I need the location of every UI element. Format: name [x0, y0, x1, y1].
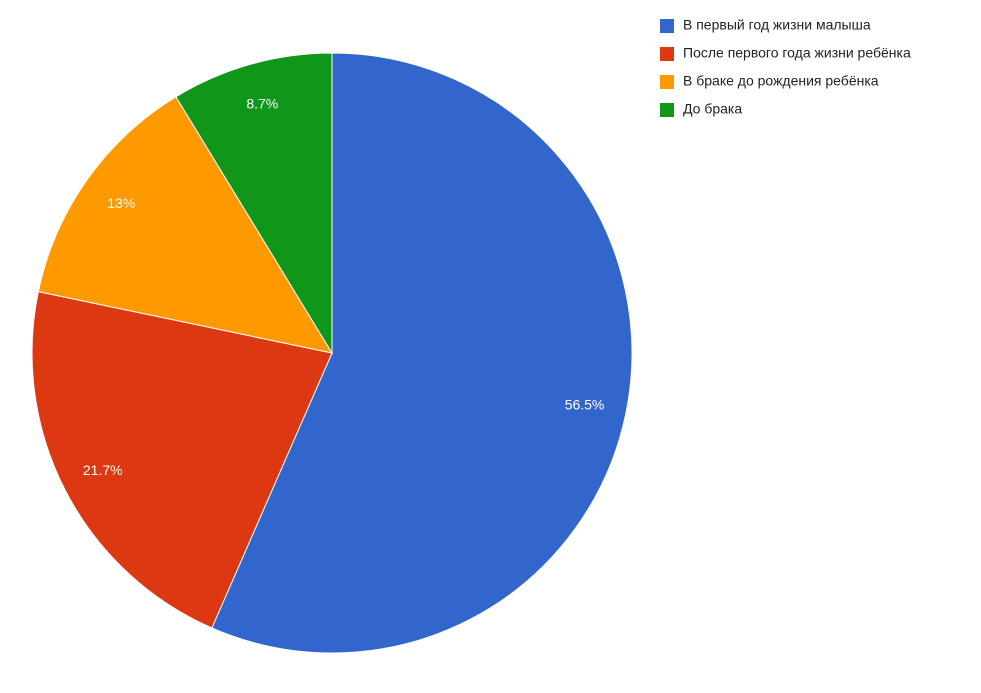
legend-label: До брака — [683, 101, 742, 117]
slice-label: 21.7% — [83, 462, 123, 478]
slice-label: 8.7% — [246, 95, 278, 111]
pie-slice — [31, 291, 333, 629]
legend-label: После первого года жизни ребёнка — [683, 45, 911, 61]
legend-label: В первый год жизни малыша — [683, 17, 871, 33]
legend-swatch — [660, 75, 674, 89]
legend-swatch — [660, 47, 674, 61]
pie-slice — [175, 52, 333, 355]
legend-label: В браке до рождения ребёнка — [683, 73, 879, 89]
slice-label: 56.5% — [565, 396, 605, 412]
pie-slice — [37, 96, 334, 354]
slice-label: 13% — [107, 195, 135, 211]
legend-swatch — [660, 103, 674, 117]
pie-slice — [211, 52, 633, 654]
legend-swatch — [660, 19, 674, 33]
